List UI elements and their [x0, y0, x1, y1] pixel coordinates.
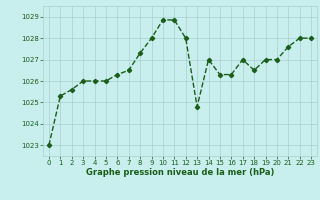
X-axis label: Graphe pression niveau de la mer (hPa): Graphe pression niveau de la mer (hPa) — [86, 168, 274, 177]
